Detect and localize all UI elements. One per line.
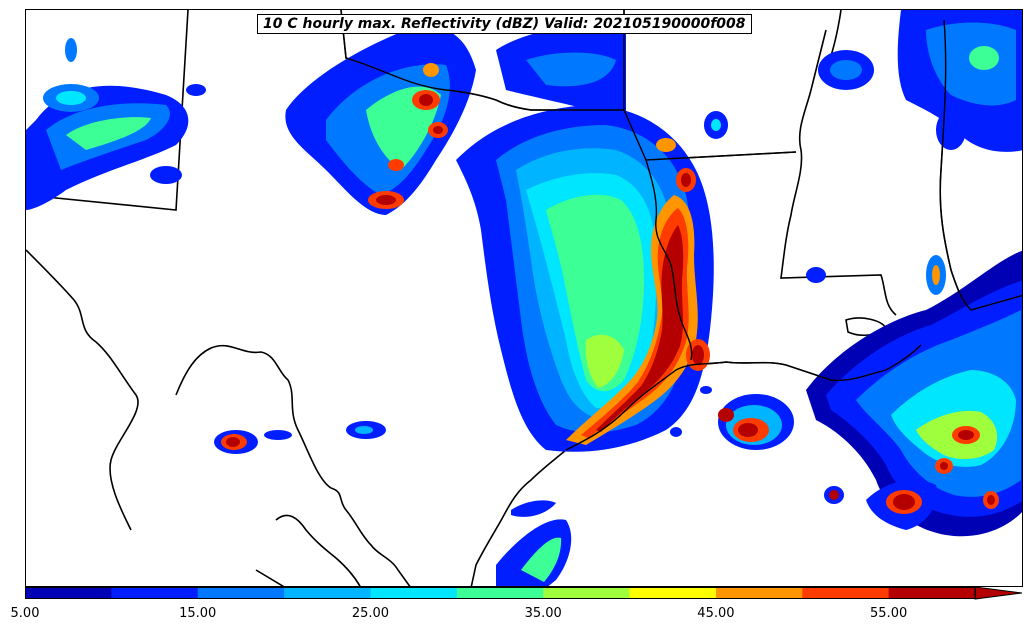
national-boundary xyxy=(275,514,361,586)
colorbar-segment xyxy=(25,587,112,599)
state-boundary xyxy=(26,249,139,531)
colorbar-tick-label: 35.00 xyxy=(524,606,562,621)
colorbar xyxy=(25,587,1023,600)
colorbar-tick-label: 15.00 xyxy=(179,606,217,621)
storm-cluster-east xyxy=(806,250,1022,537)
storm-cluster-squall-line xyxy=(456,105,714,452)
colorbar-segment xyxy=(715,587,803,599)
storm-cluster-northeast xyxy=(704,10,1022,152)
storm-cells-south-texas xyxy=(214,421,386,454)
colorbar-tick-label: 5.00 xyxy=(10,606,40,621)
storm-cells-gulf xyxy=(496,386,844,586)
storm-cluster-northwest xyxy=(26,38,206,210)
boundaries-overlay xyxy=(340,10,1022,451)
coastline xyxy=(470,449,567,586)
colorbar-segment xyxy=(802,587,890,599)
colorbar-segment xyxy=(111,587,199,599)
colorbar-tick-label: 45.00 xyxy=(697,606,735,621)
colorbar-segment xyxy=(543,587,631,599)
national-boundary xyxy=(255,569,285,586)
map-title: 10 C hourly max. Reflectivity (dBZ) Vali… xyxy=(257,14,752,34)
national-boundary xyxy=(175,344,411,586)
colorbar-segment xyxy=(456,587,544,599)
reflectivity-field xyxy=(26,10,1022,586)
state-boundary xyxy=(780,29,897,316)
colorbar-tick-label: 25.00 xyxy=(351,606,390,621)
colorbar-tick-label: 55.00 xyxy=(870,606,908,621)
colorbar-extend-arrow xyxy=(974,587,1023,600)
colorbar-segment xyxy=(284,587,371,599)
colorbar-outline xyxy=(25,587,976,599)
colorbar-segment xyxy=(197,587,285,599)
state-boundary xyxy=(26,10,189,211)
storm-cells xyxy=(26,10,1022,586)
colorbar-segment xyxy=(888,587,976,599)
radar-map xyxy=(25,9,1023,587)
storm-cluster-north xyxy=(285,23,626,215)
colorbar-segment xyxy=(629,587,717,599)
colorbar-segment xyxy=(370,587,458,599)
